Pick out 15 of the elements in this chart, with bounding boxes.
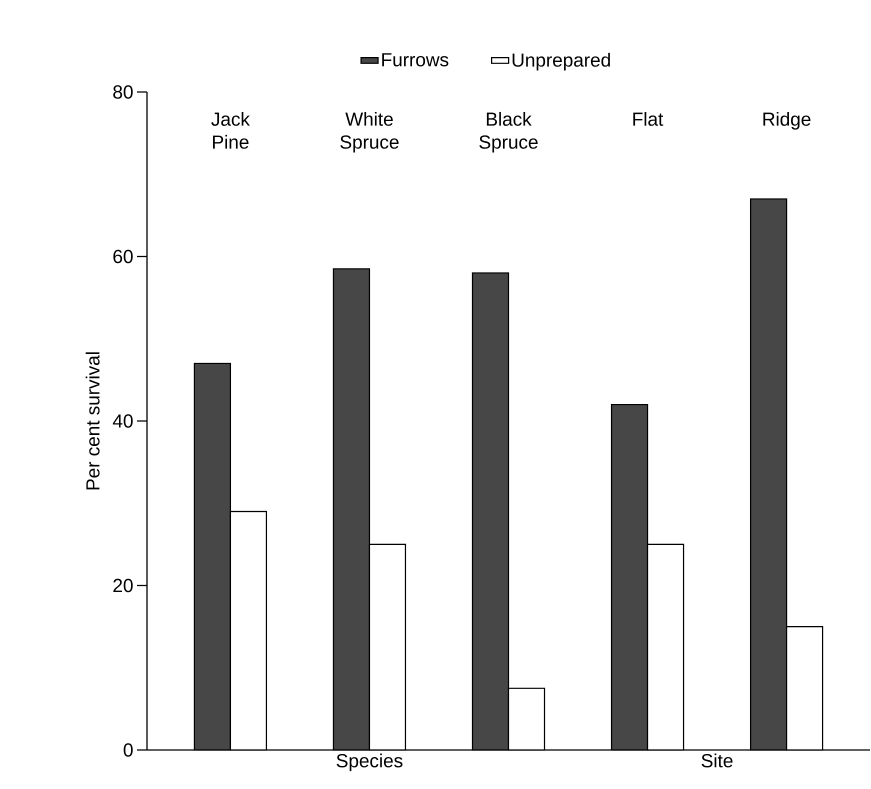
text: Species — [336, 754, 402, 772]
y-axis-title: Per cent survival — [86, 352, 100, 490]
y-tick-label: 20 — [113, 578, 133, 592]
y-tick-label: 80 — [113, 85, 133, 99]
y-tick-label: 40 — [112, 414, 133, 428]
y-tick-label: 60 — [113, 250, 133, 264]
x-tick-label: Ridge — [763, 112, 810, 130]
y-tick-label: 0 — [124, 743, 133, 757]
legend-label: Unprepared — [512, 52, 610, 70]
legend-label: Furrows — [382, 53, 448, 66]
text: Site — [702, 754, 733, 768]
x-tick-label: Flat — [633, 112, 664, 126]
x-tick-label: Jack Pine — [211, 112, 250, 149]
x-tick-label: Black Spruce — [479, 112, 538, 153]
x-tick-label: White Spruce — [340, 112, 399, 153]
